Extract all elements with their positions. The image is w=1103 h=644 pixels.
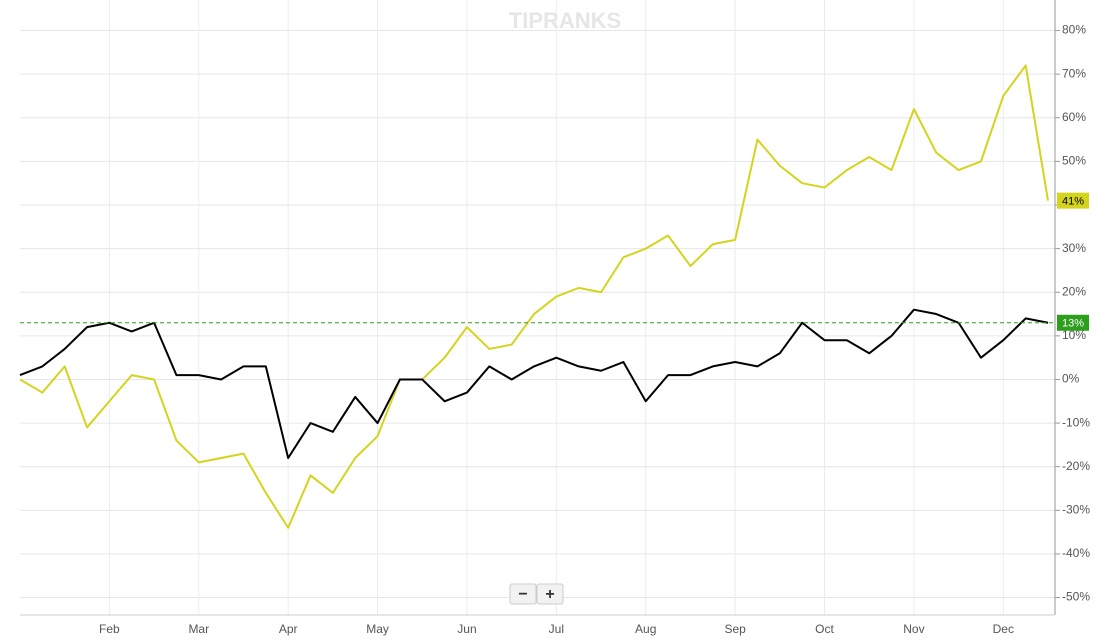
x-tick-label: Apr: [279, 622, 298, 636]
end-badge: [1057, 314, 1089, 331]
y-tick-label: 80%: [1062, 23, 1086, 37]
y-tick-label: -20%: [1062, 459, 1090, 473]
x-tick-label: Nov: [903, 622, 924, 636]
y-tick-label: 60%: [1062, 110, 1086, 124]
zoom-button-label[interactable]: −: [518, 586, 527, 603]
watermark: TIPRANKS: [509, 8, 621, 33]
zoom-button-label[interactable]: +: [545, 586, 554, 603]
y-tick-label: 0%: [1062, 372, 1080, 386]
y-tick-label: 50%: [1062, 154, 1086, 168]
x-tick-label: Jun: [457, 622, 476, 636]
y-tick-label: 30%: [1062, 241, 1086, 255]
x-tick-label: Dec: [993, 622, 1014, 636]
x-tick-label: Jul: [549, 622, 564, 636]
series-line: [19, 308, 1049, 459]
y-tick-label: -10%: [1062, 415, 1090, 429]
zoom-button[interactable]: [536, 583, 564, 605]
series-line: [19, 64, 1049, 529]
end-label: 13%: [1062, 318, 1084, 330]
y-tick-label: -30%: [1062, 502, 1090, 516]
y-tick-label: -50%: [1062, 590, 1090, 604]
x-tick-label: Aug: [635, 622, 656, 636]
x-tick-label: Mar: [188, 622, 209, 636]
y-tick-label: 70%: [1062, 66, 1086, 80]
x-tick-label: Oct: [815, 622, 834, 636]
x-tick-label: Sep: [724, 622, 746, 636]
y-tick-label: 20%: [1062, 284, 1086, 298]
y-tick-label: -40%: [1062, 546, 1090, 560]
x-tick-label: May: [366, 622, 389, 636]
end-label: 41%: [1062, 196, 1084, 208]
end-badge: [1057, 192, 1089, 209]
x-tick-label: Feb: [99, 622, 120, 636]
zoom-button[interactable]: [509, 583, 537, 605]
y-tick-label: 10%: [1062, 328, 1086, 342]
